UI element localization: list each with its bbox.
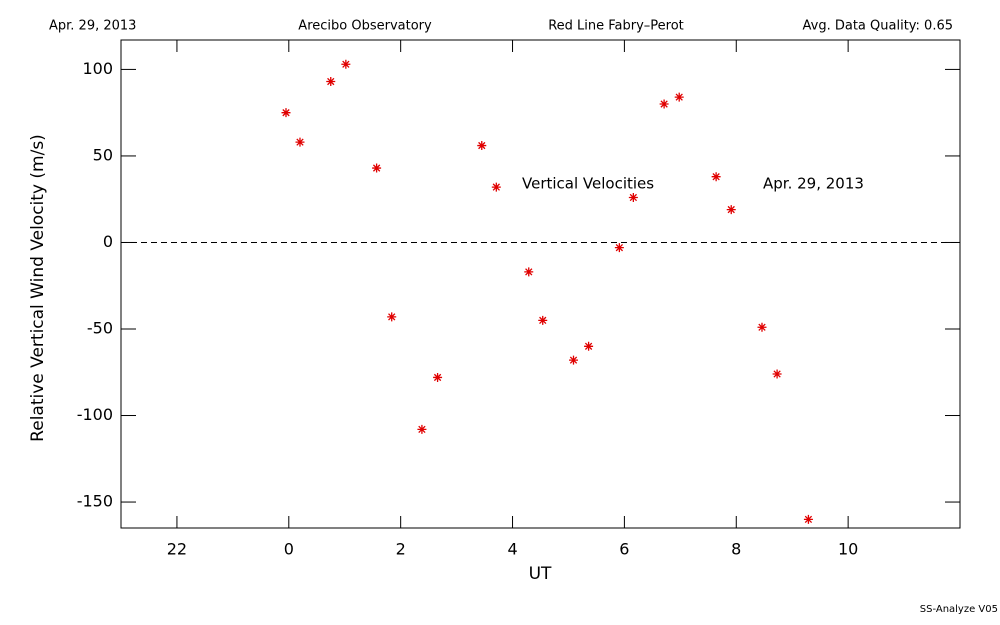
data-point (674, 92, 684, 102)
data-point (417, 424, 427, 434)
x-tick-label: 4 (507, 540, 517, 559)
x-axis-label: UT (529, 564, 552, 584)
x-tick-label: 0 (284, 540, 294, 559)
data-point (281, 108, 291, 118)
data-point (524, 267, 534, 277)
y-tick-label: 50 (93, 145, 113, 164)
data-point (772, 369, 782, 379)
annotation: Apr. 29, 2013 (763, 175, 864, 193)
data-point (372, 163, 382, 173)
data-point (711, 172, 721, 182)
y-tick-label: -150 (77, 492, 113, 511)
y-tick-label: -50 (87, 318, 113, 337)
data-point (803, 514, 813, 524)
data-point (614, 243, 624, 253)
data-point (433, 372, 443, 382)
data-point (659, 99, 669, 109)
data-point (387, 312, 397, 322)
data-point (757, 322, 767, 332)
data-point (569, 355, 579, 365)
data-point (295, 137, 305, 147)
annotation: Vertical Velocities (522, 175, 654, 193)
data-point (491, 182, 501, 192)
data-point (477, 141, 487, 151)
header-instrument: Red Line Fabry–Perot (548, 19, 684, 34)
plot-frame (120, 39, 961, 529)
header-quality: Avg. Data Quality: 0.65 (803, 19, 953, 34)
header-observatory: Arecibo Observatory (298, 19, 432, 34)
x-tick-label: 2 (396, 540, 406, 559)
footer: SS-Analyze V05 (920, 604, 998, 615)
x-tick-label: 8 (731, 540, 741, 559)
y-tick-label: 100 (82, 59, 113, 78)
data-point (538, 315, 548, 325)
y-tick-label: 0 (103, 232, 113, 251)
x-tick-label: 10 (838, 540, 858, 559)
header-date: Apr. 29, 2013 (49, 19, 136, 34)
data-point (628, 192, 638, 202)
y-tick-label: -100 (77, 405, 113, 424)
data-point (584, 341, 594, 351)
data-point (341, 59, 351, 69)
data-point (326, 77, 336, 87)
y-axis-label: Relative Vertical Wind Velocity (m/s) (28, 134, 48, 442)
data-point (726, 205, 736, 215)
x-tick-label: 6 (619, 540, 629, 559)
x-tick-label: 22 (167, 540, 187, 559)
